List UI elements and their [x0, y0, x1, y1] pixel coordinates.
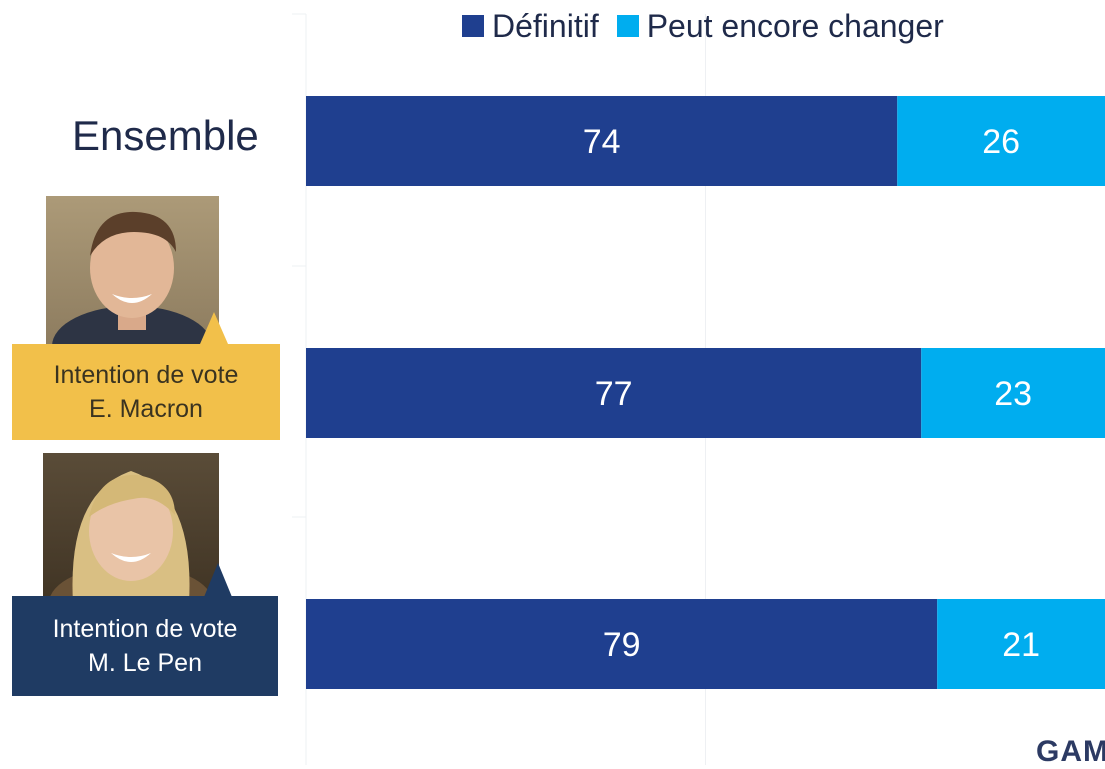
data-label-macron-peut-encore-changer: 23 — [994, 375, 1032, 413]
macron-callout-line1: Intention de vote — [53, 361, 239, 389]
lepen-callout-pointer — [204, 563, 232, 597]
lepen-photo — [43, 453, 219, 603]
macron-photo — [46, 196, 219, 346]
data-label-ensemble-peut-encore-changer: 26 — [982, 123, 1020, 161]
bar-ensemble-definitif — [306, 96, 898, 186]
legend-swatch-peut-encore-changer — [616, 15, 639, 37]
data-label-ensemble-definitif: 74 — [583, 123, 621, 161]
bar-ensemble-peut-encore-changer — [897, 96, 1105, 186]
legend-swatch-definitif — [462, 15, 484, 37]
lepen-callout-line2: M. Le Pen — [88, 649, 202, 677]
legend-label-peut-encore-changer: Peut encore changer — [646, 7, 944, 44]
legend: Définitif Peut encore changer — [462, 6, 962, 46]
legend-item-peut-encore-changer: Peut encore changer — [616, 7, 944, 45]
row-label-ensemble: Ensemble — [72, 112, 259, 159]
data-label-macron-definitif: 77 — [595, 375, 633, 413]
legend-label-definitif: Définitif — [492, 7, 599, 44]
lepen-callout: Intention de vote M. Le Pen — [12, 596, 278, 696]
lepen-callout-line1: Intention de vote — [52, 615, 238, 643]
macron-callout-pointer — [200, 312, 228, 344]
bar-macron-peut-encore-changer — [921, 348, 1105, 438]
bar-lepen-definitif — [306, 599, 938, 689]
legend-item-definitif: Définitif — [462, 8, 599, 45]
gamma-logo: GAM — [1036, 735, 1105, 768]
macron-callout: Intention de vote E. Macron — [12, 344, 280, 440]
bar-macron-definitif — [306, 348, 922, 438]
macron-callout-line2: E. Macron — [89, 395, 203, 423]
data-label-lepen-peut-encore-changer: 21 — [1002, 626, 1040, 664]
data-label-lepen-definitif: 79 — [603, 626, 641, 664]
bar-lepen-peut-encore-changer — [937, 599, 1105, 689]
